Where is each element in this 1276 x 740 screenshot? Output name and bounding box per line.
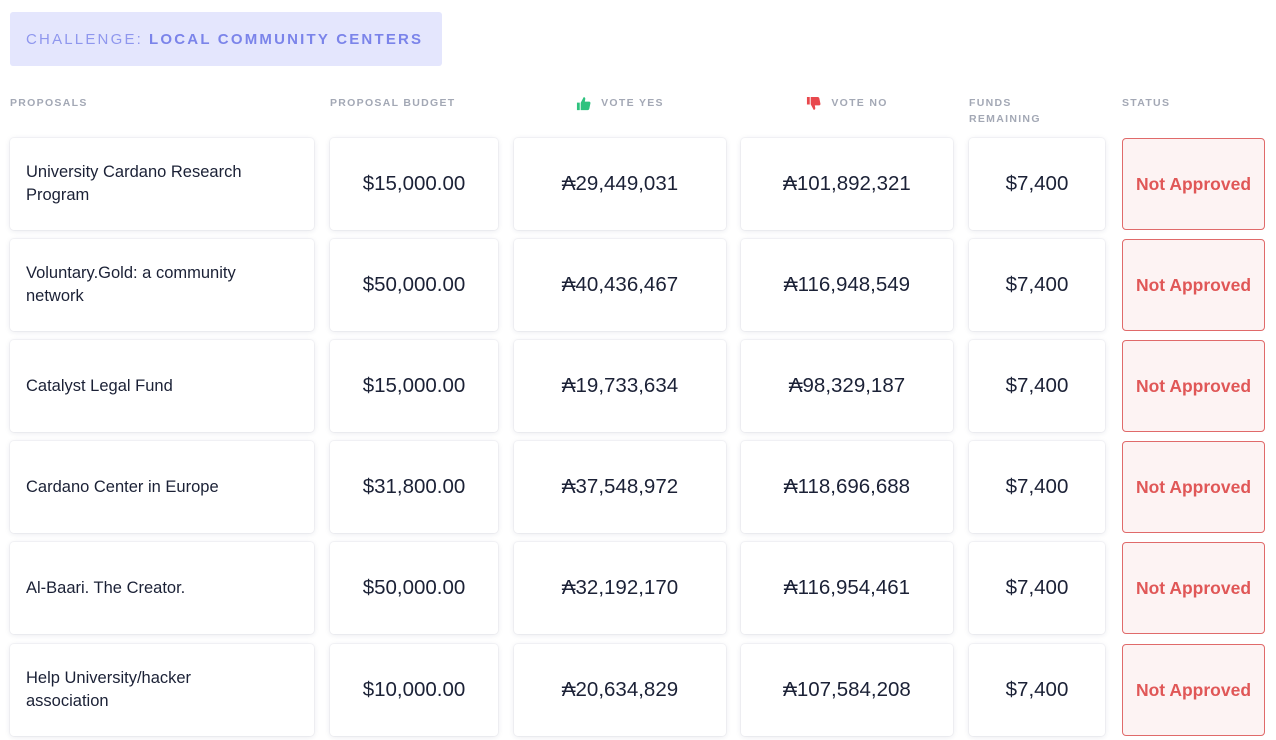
challenge-badge: CHALLENGE: LOCAL COMMUNITY CENTERS	[10, 12, 442, 66]
proposal-budget: $31,800.00	[330, 441, 498, 533]
vote-yes-value: ₳32,192,170	[514, 542, 726, 634]
proposal-name[interactable]: University Cardano Research Program	[10, 138, 314, 230]
table-row: University Cardano Research Program $15,…	[0, 138, 1276, 230]
proposal-budget: $10,000.00	[330, 644, 498, 736]
proposal-name[interactable]: Catalyst Legal Fund	[10, 340, 314, 432]
proposal-name[interactable]: Help University/hacker association	[10, 644, 314, 736]
header-proposal-budget: PROPOSAL BUDGET	[330, 97, 456, 109]
funds-remaining-value: $7,400	[969, 644, 1105, 736]
header-funds-line2: REMAINING	[969, 113, 1041, 125]
table-row: Catalyst Legal Fund $15,000.00 ₳19,733,6…	[0, 340, 1276, 432]
header-vote-no-label: VOTE NO	[831, 97, 888, 109]
proposal-name[interactable]: Cardano Center in Europe	[10, 441, 314, 533]
table-row: Cardano Center in Europe $31,800.00 ₳37,…	[0, 441, 1276, 533]
status-badge: Not Approved	[1122, 340, 1265, 432]
vote-yes-value: ₳40,436,467	[514, 239, 726, 331]
vote-no-value: ₳116,948,549	[741, 239, 953, 331]
thumbs-down-icon	[806, 96, 821, 111]
challenge-prefix: CHALLENGE:	[26, 30, 144, 48]
table-row: Help University/hacker association $10,0…	[0, 644, 1276, 736]
header-funds-line1: FUNDS	[969, 97, 1012, 109]
vote-yes-value: ₳20,634,829	[514, 644, 726, 736]
header-vote-yes: VOTE YES	[514, 95, 726, 111]
proposal-budget: $15,000.00	[330, 340, 498, 432]
header-status: STATUS	[1122, 97, 1171, 109]
vote-no-value: ₳101,892,321	[741, 138, 953, 230]
vote-yes-value: ₳37,548,972	[514, 441, 726, 533]
funds-remaining-value: $7,400	[969, 441, 1105, 533]
status-badge: Not Approved	[1122, 542, 1265, 634]
funds-remaining-value: $7,400	[969, 340, 1105, 432]
vote-no-value: ₳116,954,461	[741, 542, 953, 634]
status-badge: Not Approved	[1122, 239, 1265, 331]
funds-remaining-value: $7,400	[969, 239, 1105, 331]
table-row: Voluntary.Gold: a community network $50,…	[0, 239, 1276, 331]
proposal-name[interactable]: Al-Baari. The Creator.	[10, 542, 314, 634]
funds-remaining-value: $7,400	[969, 138, 1105, 230]
header-proposals: PROPOSALS	[10, 97, 88, 109]
thumbs-up-icon	[576, 96, 591, 111]
proposal-budget: $50,000.00	[330, 239, 498, 331]
vote-yes-value: ₳29,449,031	[514, 138, 726, 230]
vote-no-value: ₳98,329,187	[741, 340, 953, 432]
proposal-budget: $50,000.00	[330, 542, 498, 634]
header-funds-remaining: FUNDS REMAINING	[969, 95, 1041, 127]
status-badge: Not Approved	[1122, 441, 1265, 533]
proposal-budget: $15,000.00	[330, 138, 498, 230]
vote-no-value: ₳107,584,208	[741, 644, 953, 736]
vote-no-value: ₳118,696,688	[741, 441, 953, 533]
table-row: Al-Baari. The Creator. $50,000.00 ₳32,19…	[0, 542, 1276, 634]
status-badge: Not Approved	[1122, 138, 1265, 230]
status-badge: Not Approved	[1122, 644, 1265, 736]
header-vote-yes-label: VOTE YES	[601, 97, 664, 109]
vote-yes-value: ₳19,733,634	[514, 340, 726, 432]
challenge-name: LOCAL COMMUNITY CENTERS	[149, 30, 424, 48]
header-vote-no: VOTE NO	[741, 95, 953, 111]
funds-remaining-value: $7,400	[969, 542, 1105, 634]
proposal-name[interactable]: Voluntary.Gold: a community network	[10, 239, 314, 331]
